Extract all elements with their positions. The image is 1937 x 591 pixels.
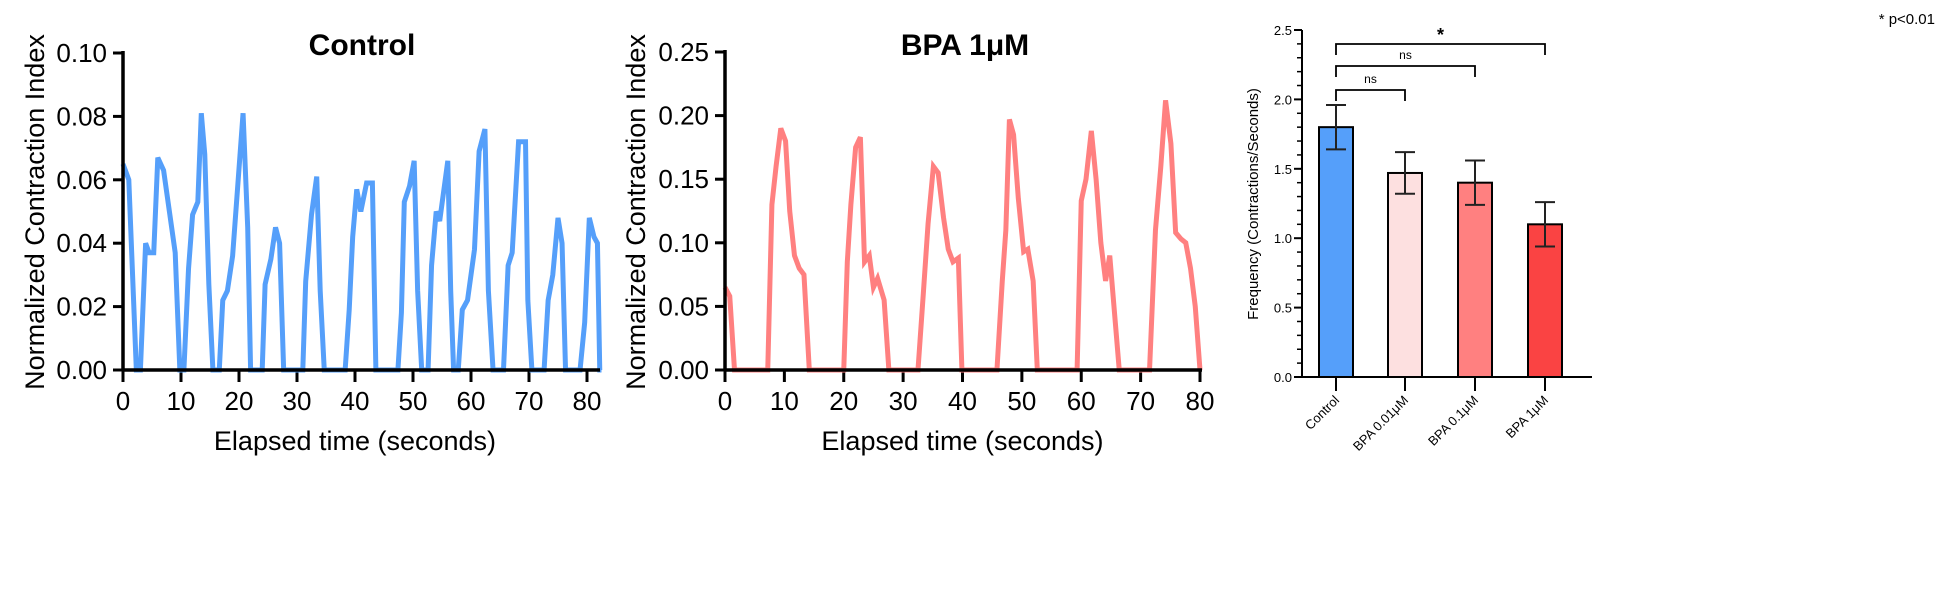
significance-label: * <box>1437 25 1444 45</box>
bar-chart: 0.0 0.5 1.0 1.5 2.0 2.5 Control BPA 0.01μM BPA 0… <box>1245 11 1935 454</box>
y-tick-label: 0.10 <box>56 38 107 68</box>
chart-title: Control <box>309 29 416 62</box>
x-tick-label: 70 <box>515 386 544 416</box>
x-tick-label: 40 <box>341 386 370 416</box>
y-tick-label: 1.5 <box>1274 162 1292 177</box>
y-tick-label: 2.0 <box>1274 92 1292 107</box>
x-tick-label: BPA 0.1μM <box>1425 393 1481 449</box>
y-tick-label: 0.00 <box>658 355 709 385</box>
x-tick-label: 0 <box>116 386 130 416</box>
y-tick-label: 0.15 <box>658 164 709 194</box>
line-chart-control: Control 0.00 0.02 0.04 0.06 0.08 0.10 0 10 20 30 40… <box>20 29 603 456</box>
x-tick-label: 70 <box>1126 386 1155 416</box>
y-axis-label: Normalized Contraction Index <box>20 34 50 390</box>
x-tick-label: Control <box>1302 392 1342 432</box>
y-tick-label: 0.02 <box>56 292 107 322</box>
y-tick-label: 0.5 <box>1274 301 1292 316</box>
x-axis-label: Elapsed time (seconds) <box>821 426 1103 456</box>
chart-title: BPA 1μM <box>901 29 1029 62</box>
y-tick-label: 1.0 <box>1274 231 1292 246</box>
y-tick-label: 0.25 <box>658 37 709 67</box>
x-tick-label: 20 <box>225 386 254 416</box>
significance-bracket <box>1335 65 1476 77</box>
x-tick-label: 0 <box>718 386 732 416</box>
y-tick-label: 0.00 <box>56 355 107 385</box>
data-line <box>722 100 1203 373</box>
x-tick-label: 60 <box>1067 386 1096 416</box>
y-axis-label: Frequency (Contractions/Seconds) <box>1245 88 1262 320</box>
y-tick-label: 0.05 <box>658 291 709 321</box>
data-line <box>120 113 603 373</box>
y-tick-label: 2.5 <box>1274 23 1292 38</box>
p-value-annotation: * p<0.01 <box>1879 11 1935 28</box>
significance-bracket <box>1335 89 1406 101</box>
x-tick-label: BPA 1μM <box>1503 393 1551 441</box>
x-tick-label: 10 <box>770 386 799 416</box>
bar <box>1387 171 1423 378</box>
x-axis-label: Elapsed time (seconds) <box>214 426 496 456</box>
x-tick-label: 30 <box>283 386 312 416</box>
y-tick-label: 0.10 <box>658 228 709 258</box>
y-tick-label: 0.0 <box>1274 370 1292 385</box>
bar <box>1457 181 1493 378</box>
line-chart-bpa-1um: BPA 1μM 0.00 0.05 0.10 0.15 0.20 0.25 0 10 20 30 40… <box>621 29 1214 456</box>
y-tick-label: 0.04 <box>56 228 107 258</box>
y-tick-label: 0.08 <box>56 101 107 131</box>
x-tick-label: 30 <box>889 386 918 416</box>
x-tick-label: 50 <box>1007 386 1036 416</box>
bar <box>1527 223 1563 378</box>
x-tick-label: 80 <box>573 386 602 416</box>
x-tick-label: 10 <box>167 386 196 416</box>
x-tick-label: 40 <box>948 386 977 416</box>
significance-label: ns <box>1399 48 1412 62</box>
bar <box>1318 126 1354 378</box>
y-tick-label: 0.20 <box>658 101 709 131</box>
significance-bracket <box>1335 43 1546 55</box>
x-tick-label: 20 <box>829 386 858 416</box>
significance-label: ns <box>1364 72 1377 86</box>
x-tick-label: 80 <box>1186 386 1215 416</box>
x-tick-label: BPA 0.01μM <box>1350 393 1411 454</box>
x-tick-label: 60 <box>457 386 486 416</box>
y-axis-label: Normalized Contraction Index <box>621 34 651 390</box>
x-tick-label: 50 <box>399 386 428 416</box>
y-tick-label: 0.06 <box>56 165 107 195</box>
